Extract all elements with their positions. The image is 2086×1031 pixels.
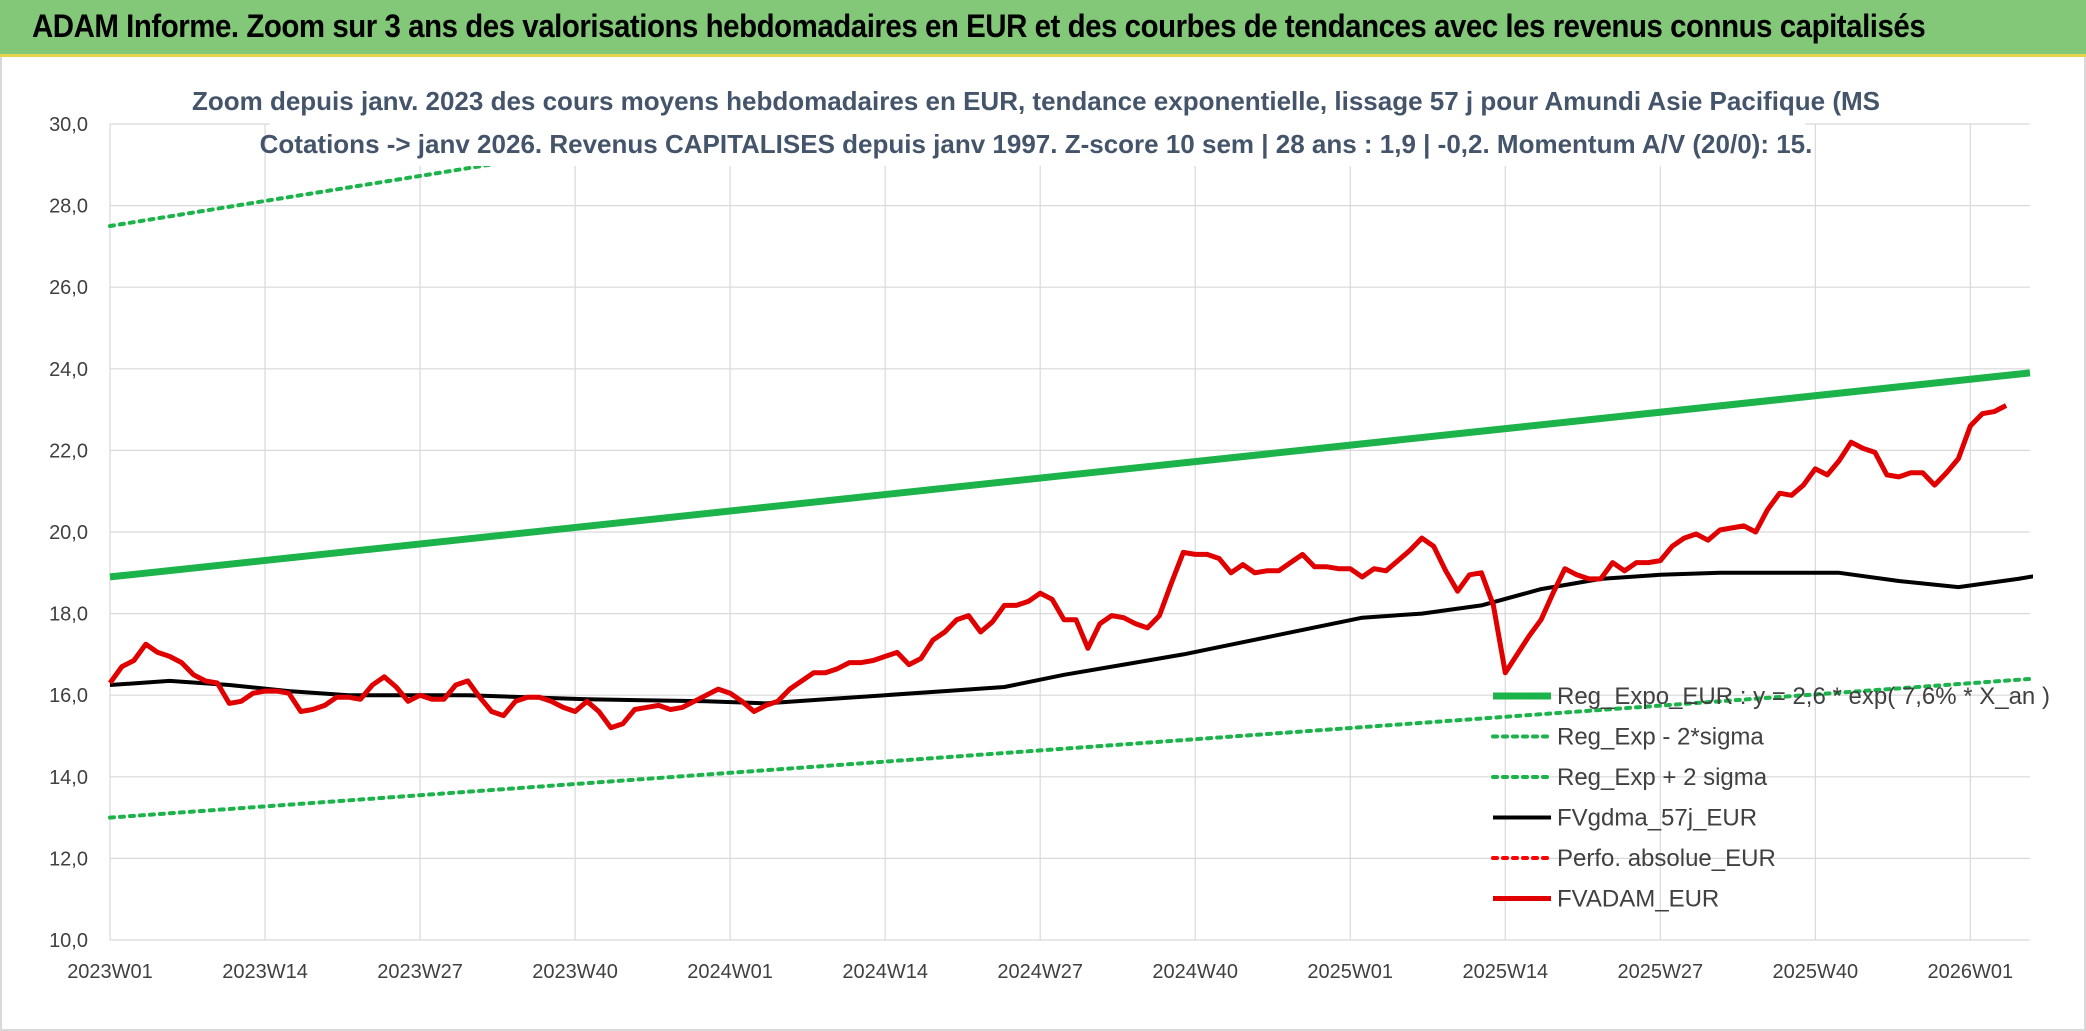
x-tick-label: 2025W40 (1773, 961, 1859, 983)
y-tick-label: 12,0 (49, 848, 88, 870)
y-tick-label: 22,0 (49, 440, 88, 462)
legend-label: Perfo. absolue_EUR (1557, 845, 1776, 872)
y-tick-label: 14,0 (49, 767, 88, 789)
x-tick-label: 2025W14 (1462, 961, 1548, 983)
x-tick-label: 2026W01 (1928, 961, 2014, 983)
report-banner: ADAM Informe. Zoom sur 3 ans des valoris… (0, 0, 2086, 57)
gridlines (109, 123, 2030, 941)
y-tick-label: 24,0 (49, 359, 88, 381)
series-line-5 (108, 403, 2008, 731)
x-axis: 2023W01 2023W14 2023W27 2023W40 2024W01 2024W… (67, 961, 2013, 983)
y-tick-label: 18,0 (49, 604, 88, 626)
y-tick-label: 28,0 (49, 196, 88, 218)
title-background (270, 78, 1805, 166)
series-line-3 (109, 570, 2033, 706)
x-tick-label: 2025W01 (1307, 961, 1393, 983)
legend: Reg_Expo_EUR : y = 2,6 * exp( 7,6% * X_a… (1491, 683, 2050, 913)
y-tick-label: 30,0 (49, 114, 88, 136)
x-tick-label: 2023W40 (532, 961, 618, 983)
x-tick-label: 2024W01 (687, 961, 773, 983)
series-group (108, 100, 2033, 820)
x-tick-label: 2023W01 (67, 961, 153, 983)
y-tick-label: 16,0 (49, 685, 88, 707)
series-line-2 (108, 100, 903, 228)
legend-label: FVgdma_57j_EUR (1557, 805, 1757, 832)
chart-title-line-1: Zoom depuis janv. 2023 des cours moyens … (192, 86, 1880, 116)
x-tick-label: 2024W14 (842, 961, 928, 983)
y-axis: 10,0 12,0 14,0 16,0 18,0 20,0 22,0 24,0 26,0 28,0… (49, 114, 88, 952)
series-line-1 (108, 676, 2032, 820)
legend-label: Reg_Expo_EUR : y = 2,6 * exp( 7,6% * X_a… (1557, 683, 2050, 710)
x-tick-label: 2024W40 (1152, 961, 1238, 983)
x-tick-label: 2025W27 (1617, 961, 1703, 983)
y-tick-label: 26,0 (49, 277, 88, 299)
y-tick-label: 10,0 (49, 930, 88, 952)
report-title: ADAM Informe. Zoom sur 3 ans des valoris… (32, 8, 1926, 44)
legend-label: Reg_Exp + 2 sigma (1557, 764, 1768, 791)
legend-label: FVADAM_EUR (1557, 886, 1719, 913)
legend-label: Reg_Exp - 2*sigma (1557, 724, 1764, 751)
title-group: Zoom depuis janv. 2023 des cours moyens … (192, 78, 1880, 166)
chart-title-line-2: Cotations -> janv 2026. Revenus CAPITALI… (260, 129, 1813, 159)
x-tick-label: 2023W27 (377, 961, 463, 983)
x-tick-label: 2023W14 (222, 961, 308, 983)
series-line-0 (109, 369, 2031, 581)
y-tick-label: 20,0 (49, 522, 88, 544)
x-tick-label: 2024W27 (997, 961, 1083, 983)
